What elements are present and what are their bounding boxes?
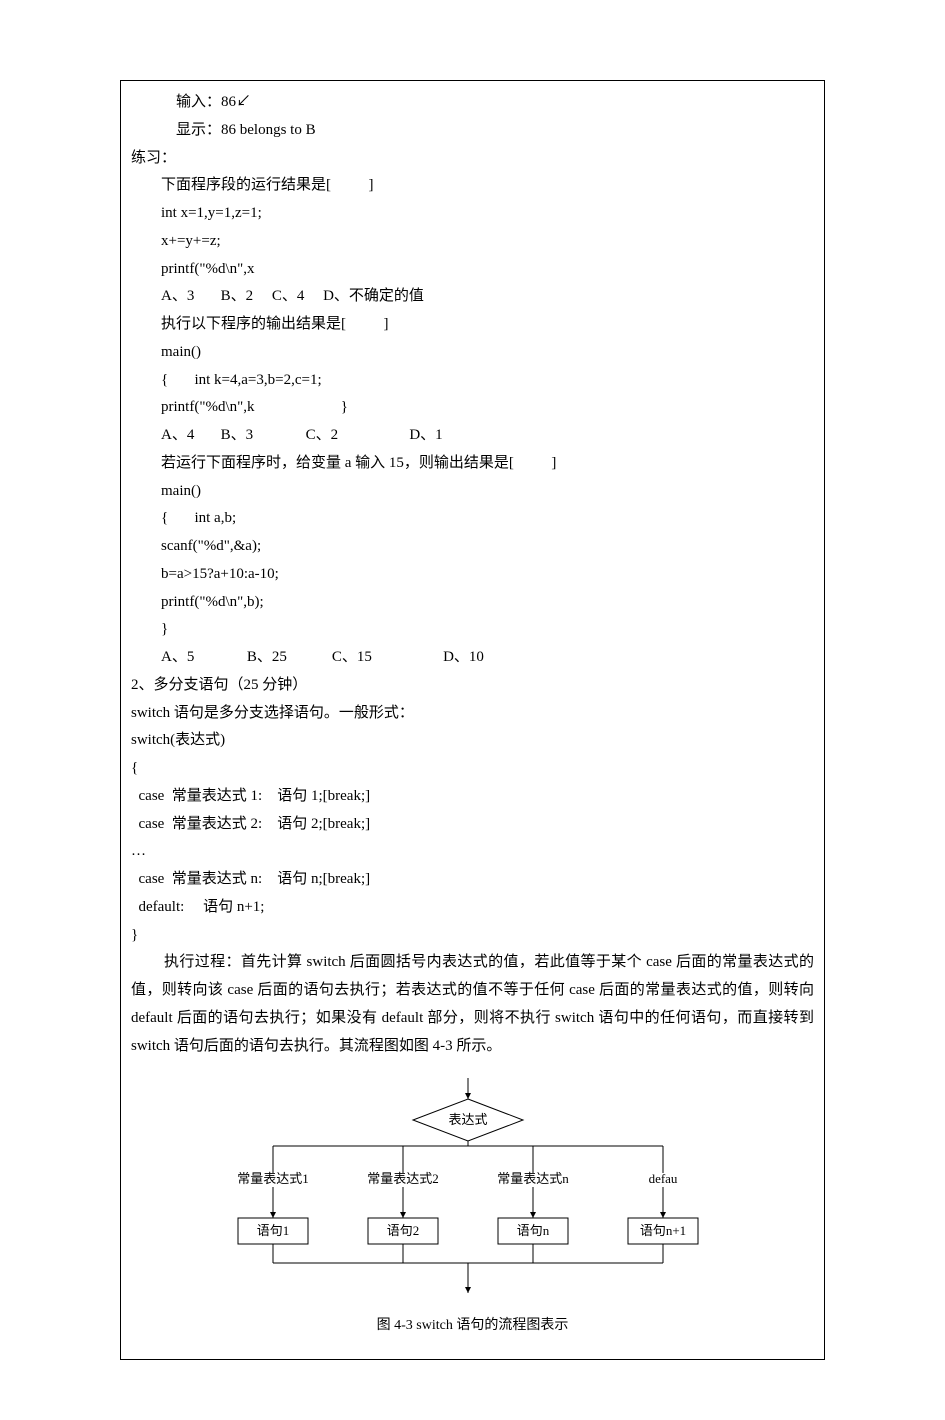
choices-line: A、3 B、2 C、4 D、不确定的值 bbox=[131, 283, 814, 311]
choices-line: A、5 B、25 C、15 D、10 bbox=[131, 644, 814, 672]
code-line: main() bbox=[131, 478, 814, 506]
code-line: case 常量表达式 n: 语句 n;[break;] bbox=[131, 866, 814, 894]
text-line: 练习： bbox=[131, 145, 814, 173]
code-line: } bbox=[131, 616, 814, 644]
page: 输入：86↙ 显示：86 belongs to B 练习： 下面程序段的运行结果… bbox=[0, 0, 945, 1420]
code-line: case 常量表达式 1: 语句 1;[break;] bbox=[131, 783, 814, 811]
code-line: … bbox=[131, 838, 814, 866]
text-line: 若运行下面程序时，给变量 a 输入 15，则输出结果是[ ] bbox=[131, 450, 814, 478]
svg-text:常量表达式1: 常量表达式1 bbox=[237, 1171, 309, 1186]
svg-text:语句n: 语句n bbox=[516, 1223, 549, 1238]
text-line: switch 语句是多分支选择语句。一般形式： bbox=[131, 700, 814, 728]
choices-line: A、4 B、3 C、2 D、1 bbox=[131, 422, 814, 450]
code-line: { int k=4,a=3,b=2,c=1; bbox=[131, 367, 814, 395]
content-frame: 输入：86↙ 显示：86 belongs to B 练习： 下面程序段的运行结果… bbox=[120, 80, 825, 1360]
text-line: 显示：86 belongs to B bbox=[131, 117, 814, 145]
svg-text:表达式: 表达式 bbox=[448, 1112, 487, 1127]
code-line: x+=y+=z; bbox=[131, 228, 814, 256]
svg-text:语句1: 语句1 bbox=[256, 1223, 289, 1238]
paragraph: 执行过程：首先计算 switch 后面圆括号内表达式的值，若此值等于某个 cas… bbox=[131, 949, 814, 1060]
flowchart: 表达式常量表达式1 语句1 常量表达式2 语句2 常量表达式n 语句n defau 语句n+1… bbox=[193, 1068, 753, 1339]
code-line: int x=1,y=1,z=1; bbox=[131, 200, 814, 228]
svg-text:语句n+1: 语句n+1 bbox=[639, 1223, 685, 1238]
code-line: printf("%d\n",k } bbox=[131, 394, 814, 422]
svg-text:常量表达式2: 常量表达式2 bbox=[367, 1171, 439, 1186]
code-line: main() bbox=[131, 339, 814, 367]
code-line: printf("%d\n",x bbox=[131, 256, 814, 284]
heading-line: 2、多分支语句（25 分钟） bbox=[131, 672, 814, 700]
code-line: default: 语句 n+1; bbox=[131, 894, 814, 922]
code-line: b=a>15?a+10:a-10; bbox=[131, 561, 814, 589]
flowchart-caption: 图 4-3 switch 语句的流程图表示 bbox=[193, 1313, 753, 1339]
code-line: printf("%d\n",b); bbox=[131, 589, 814, 617]
svg-text:常量表达式n: 常量表达式n bbox=[497, 1171, 569, 1186]
svg-text:语句2: 语句2 bbox=[386, 1223, 419, 1238]
flowchart-svg: 表达式常量表达式1 语句1 常量表达式2 语句2 常量表达式n 语句n defau 语句n+1 bbox=[193, 1068, 753, 1303]
text-line: 输入：86↙ bbox=[131, 89, 814, 117]
code-line: switch(表达式) bbox=[131, 727, 814, 755]
text-line: 下面程序段的运行结果是[ ] bbox=[131, 172, 814, 200]
code-line: scanf("%d",&a); bbox=[131, 533, 814, 561]
code-line: { int a,b; bbox=[131, 505, 814, 533]
code-line: } bbox=[131, 922, 814, 950]
svg-text:defau: defau bbox=[648, 1171, 677, 1186]
code-line: { bbox=[131, 755, 814, 783]
text-line: 执行以下程序的输出结果是[ ] bbox=[131, 311, 814, 339]
code-line: case 常量表达式 2: 语句 2;[break;] bbox=[131, 811, 814, 839]
